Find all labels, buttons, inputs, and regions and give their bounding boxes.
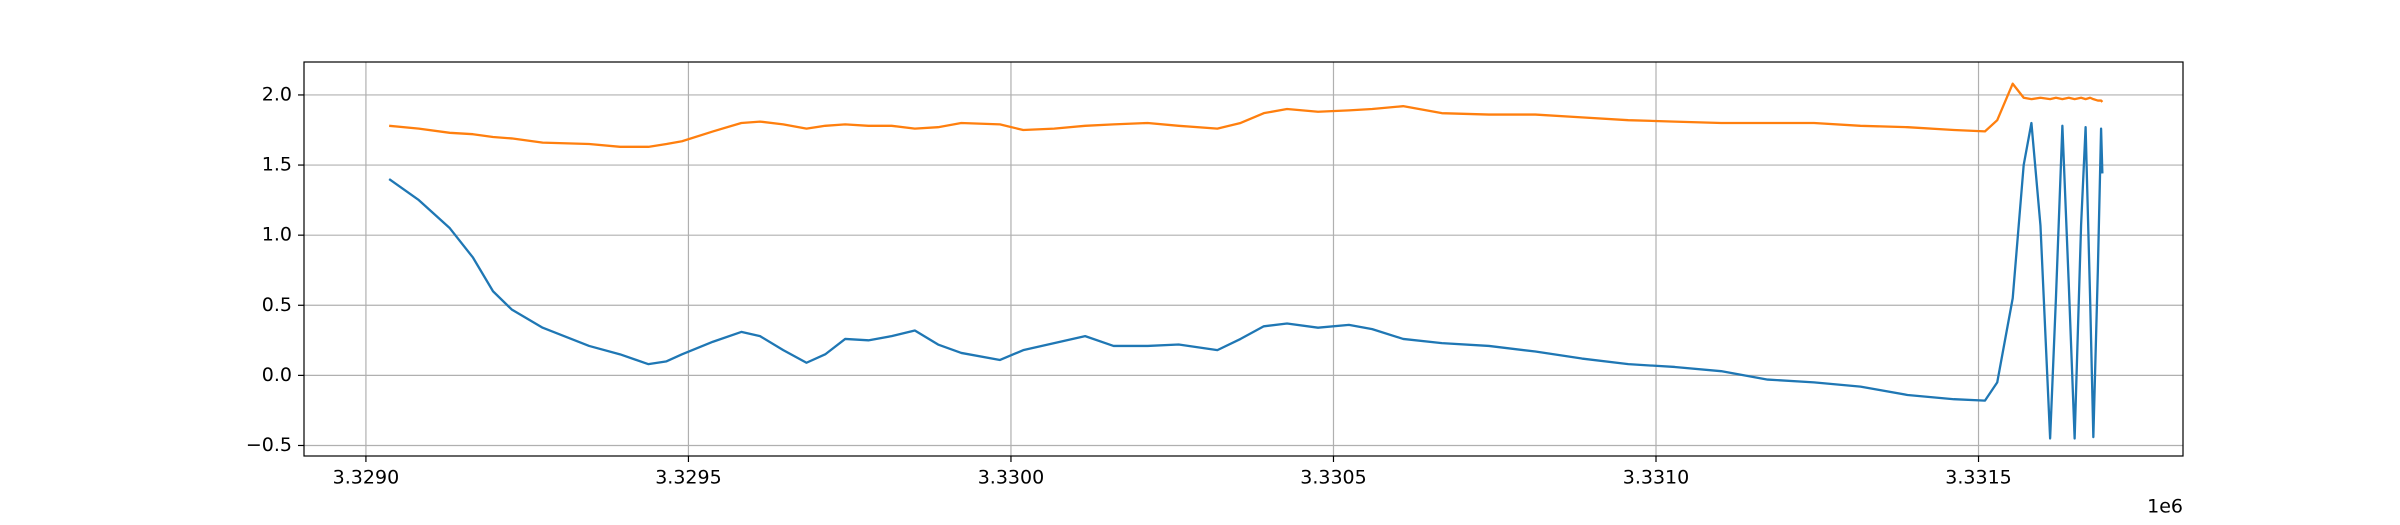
- data-line: [388, 121, 2104, 440]
- y-tick-label: 0.5: [262, 294, 292, 316]
- y-tick-label: 1.5: [262, 154, 292, 176]
- y-tick-label: 2.0: [262, 83, 292, 105]
- x-tick-label: 3.3290: [333, 467, 399, 489]
- x-tick-label: 3.3305: [1300, 467, 1366, 489]
- x-offset-label: 1e6: [2147, 496, 2183, 518]
- data-line: [389, 82, 2104, 148]
- y-tick-label: −0.5: [246, 434, 292, 456]
- plot-frame: [303, 61, 2184, 457]
- y-tick-label: 0.0: [262, 364, 292, 386]
- y-tick-label: 1.0: [262, 224, 292, 246]
- x-tick-label: 3.3295: [655, 467, 721, 489]
- x-tick-label: 3.3310: [1623, 467, 1689, 489]
- x-tick-label: 3.3315: [1945, 467, 2011, 489]
- x-tick-label: 3.3300: [978, 467, 1044, 489]
